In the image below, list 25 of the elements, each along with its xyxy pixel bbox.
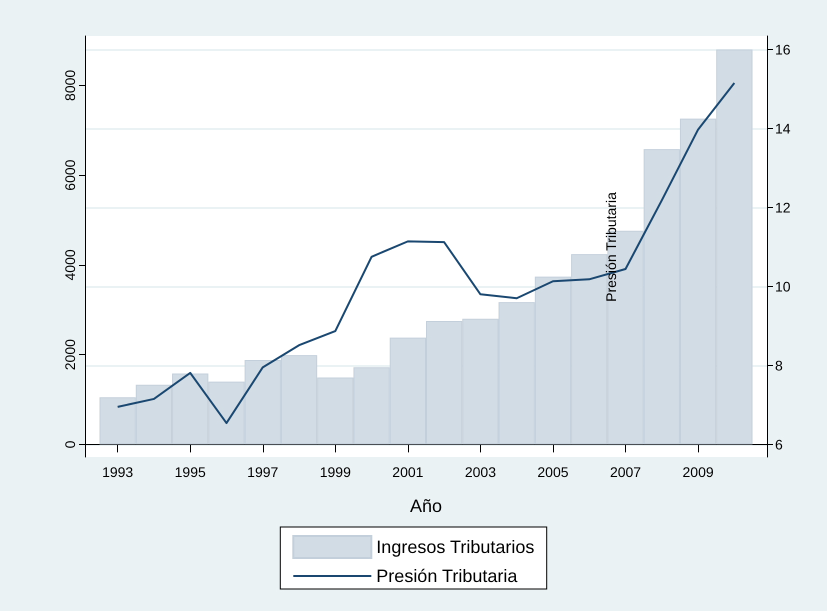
y-tick-label: 4000 — [62, 249, 78, 280]
x-tick-label: 2007 — [610, 464, 642, 480]
x-tick-label: 2003 — [464, 464, 496, 480]
y2-tick-label: 10 — [775, 278, 791, 294]
y2-tick-label: 8 — [775, 357, 783, 374]
y2-tick-label: 6 — [775, 436, 783, 452]
x-tick-label: 1995 — [174, 464, 206, 480]
y2-tick-label: 12 — [775, 199, 791, 216]
y-tick-label: 0 — [62, 440, 78, 448]
annotation: Presión Tributaria — [603, 192, 619, 302]
x-tick-label: 2009 — [682, 464, 714, 480]
x-tick-label: 1993 — [102, 464, 134, 480]
x-axis-title: Año — [410, 496, 442, 516]
legend-label: Ingresos Tributarios — [376, 537, 534, 557]
y-tick-label: 2000 — [62, 338, 78, 370]
x-tick-label: 2005 — [537, 464, 569, 480]
y-tick-label: 6000 — [62, 159, 78, 191]
y2-tick-label: 16 — [775, 41, 791, 58]
y-tick-label: 8000 — [62, 70, 78, 101]
legend-label: Presión Tributaria — [376, 566, 518, 586]
x-tick-label: 1999 — [320, 464, 352, 480]
y2-tick-label: 14 — [775, 120, 791, 136]
line-series — [116, 82, 736, 424]
x-tick-label: 1997 — [247, 464, 279, 480]
x-tick-label: 2001 — [392, 464, 424, 480]
